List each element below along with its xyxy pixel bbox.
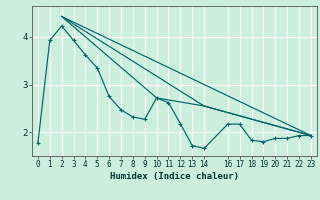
X-axis label: Humidex (Indice chaleur): Humidex (Indice chaleur) bbox=[110, 172, 239, 181]
